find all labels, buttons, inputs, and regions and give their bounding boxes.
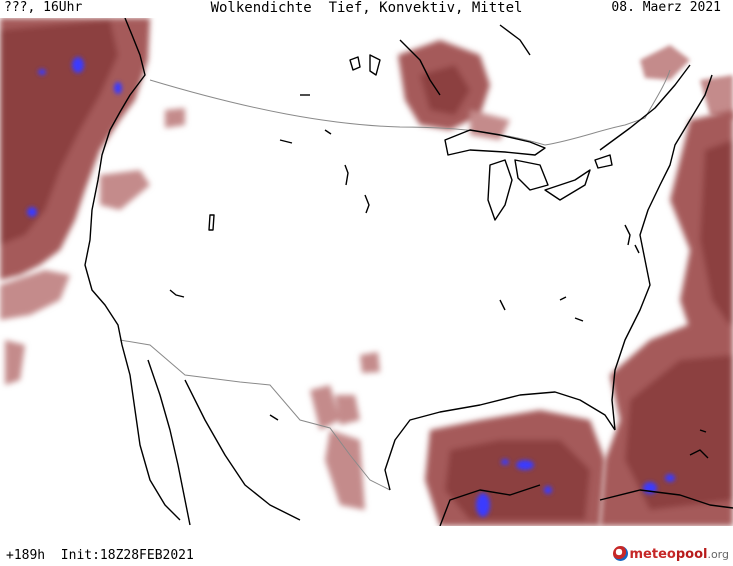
cloud-layer	[0, 18, 733, 526]
map-title: Wolkendichte Tief, Konvektiv, Mittel	[210, 0, 523, 16]
forecast-date-label: 08. Maerz 2021	[611, 0, 721, 15]
forecast-time-label: ???, 16Uhr	[4, 0, 83, 15]
political-borders	[119, 69, 671, 491]
meteopool-logo[interactable]: meteopool.org	[612, 546, 729, 562]
coastlines	[84, 18, 733, 526]
model-run-info: +189h Init:18Z28FEB2021	[6, 548, 194, 563]
cloud-region-atlantic	[600, 110, 733, 526]
brand-part-1: meteo	[629, 547, 676, 562]
brand-part-2: pool	[675, 547, 708, 562]
cloud-region-great-lakes	[398, 40, 510, 140]
convective-cells	[27, 57, 675, 517]
meteopool-logo-icon	[612, 546, 628, 561]
cloud-density-map	[0, 18, 733, 526]
cloud-region-gulf-of-mexico	[310, 352, 605, 526]
cloud-region-northeast-canada	[640, 45, 733, 120]
brand-part-3: .org	[707, 548, 729, 561]
cloud-region-pacific-northwest	[0, 18, 185, 385]
